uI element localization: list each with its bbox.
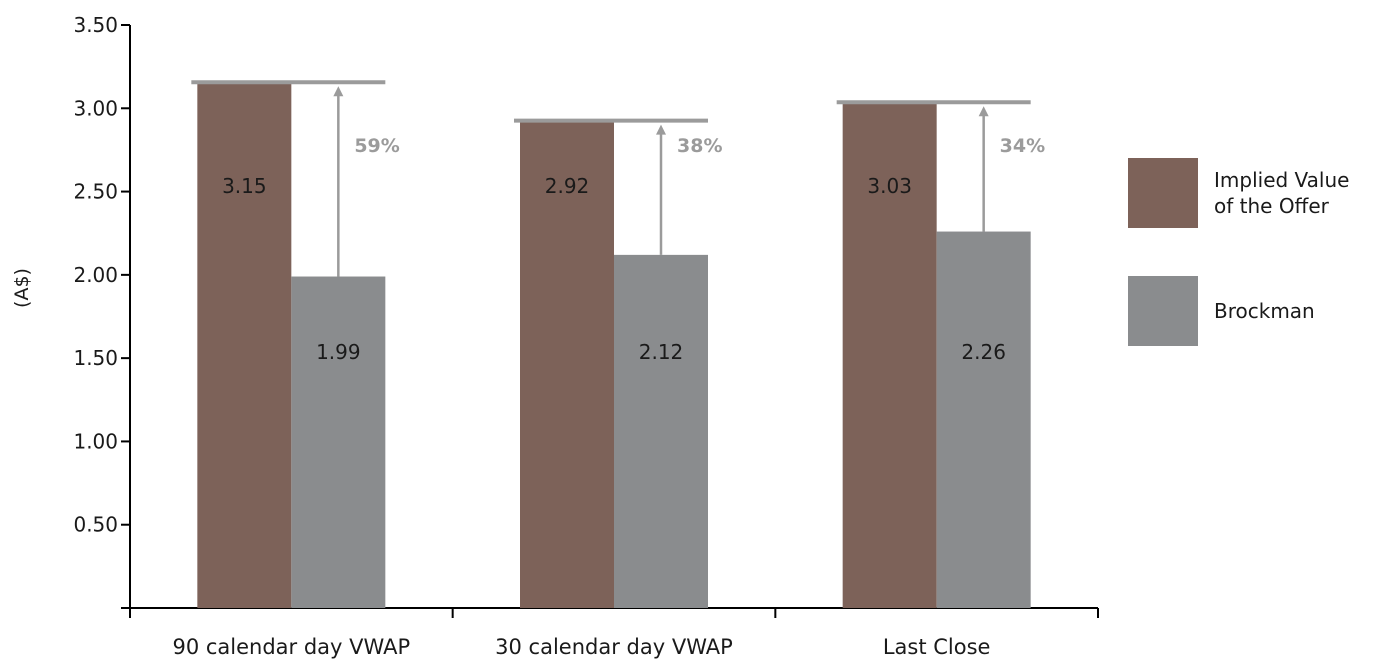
y-tick-label: 2.50 <box>73 180 118 204</box>
premium-annotations: 59% 38% 34% <box>191 80 1045 277</box>
y-axis: 0.50 1.00 1.50 2.00 2.50 3.00 3.50 <box>73 13 131 608</box>
legend-swatch-brockman <box>1128 276 1198 346</box>
y-tick-label: 3.00 <box>73 96 118 120</box>
legend-item-offer: Implied Value of the Offer <box>1128 158 1374 228</box>
legend-label-brockman: Brockman <box>1214 299 1315 323</box>
premium-label: 34% <box>1000 135 1045 157</box>
y-tick-label: 3.50 <box>73 13 118 37</box>
legend-swatch-offer <box>1128 158 1198 228</box>
bar-brockman <box>291 276 386 608</box>
y-tick-label: 1.50 <box>73 346 118 370</box>
bar-value-label-brockman: 1.99 <box>316 340 361 364</box>
legend-item-brockman: Brockman <box>1128 276 1374 346</box>
bar-value-label-offer: 3.15 <box>222 174 267 198</box>
premium-label: 59% <box>354 135 399 157</box>
bar-value-label-offer: 3.03 <box>867 174 912 198</box>
x-category-label: 30 calendar day VWAP <box>495 635 733 659</box>
x-category-label: 90 calendar day VWAP <box>172 635 410 659</box>
y-axis-title: (A$) <box>11 268 33 308</box>
premium-label: 38% <box>677 135 722 157</box>
bar-offer <box>520 121 614 609</box>
legend-label-offer: Implied Value of the Offer <box>1214 168 1350 218</box>
premium-arrow-head <box>656 124 666 135</box>
bar-brockman <box>936 231 1031 608</box>
bar-brockman <box>614 254 708 608</box>
y-tick-label: 0.50 <box>73 513 118 537</box>
y-tick-label: 2.00 <box>73 263 118 287</box>
x-axis: 90 calendar day VWAP 30 calendar day VWAP… <box>121 607 1099 659</box>
bar-value-label-brockman: 2.26 <box>961 340 1006 364</box>
bar-offer <box>842 103 937 608</box>
bar-value-label-offer: 2.92 <box>545 174 590 198</box>
bar-value-label-brockman: 2.12 <box>639 340 684 364</box>
bar-offer <box>197 83 292 609</box>
x-category-label: Last Close <box>883 635 991 659</box>
premium-arrow-head <box>333 86 344 97</box>
premium-arrow-head <box>978 106 989 117</box>
bars-group: 3.15 1.99 2.92 2.12 3.03 2.26 <box>197 83 1031 609</box>
y-tick-label: 1.00 <box>73 429 118 453</box>
